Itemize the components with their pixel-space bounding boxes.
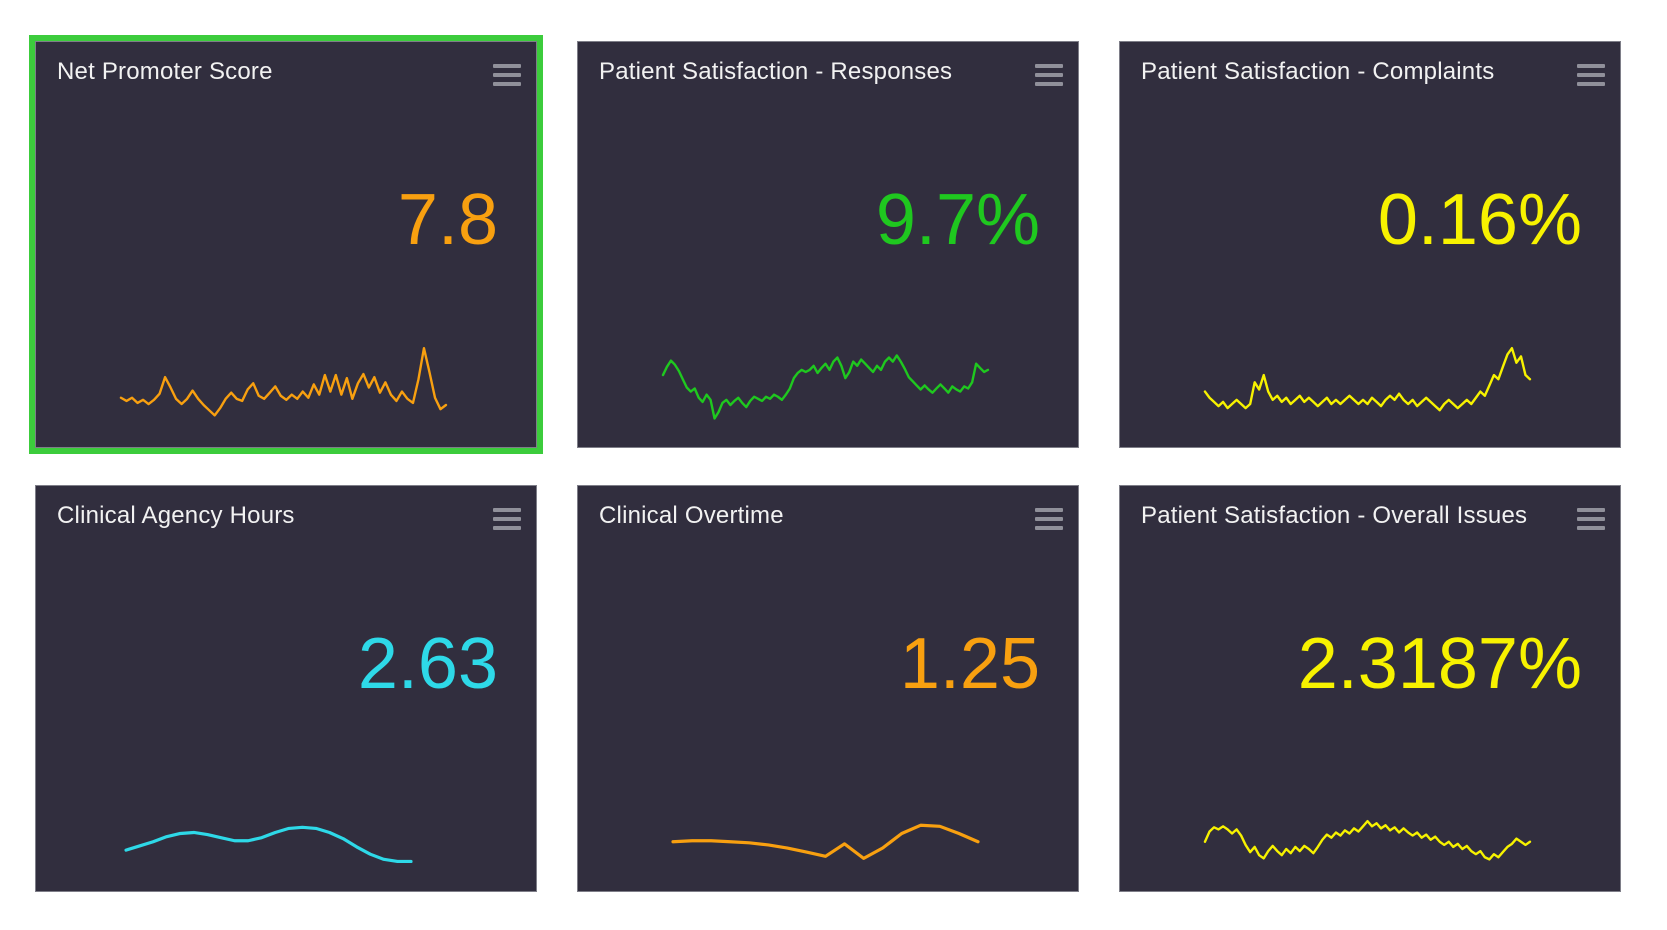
- hamburger-icon: [1034, 508, 1064, 530]
- tile-title: Patient Satisfaction - Complaints: [1141, 58, 1495, 85]
- kpi-value: 9.7%: [875, 180, 1040, 261]
- tile-menu-button[interactable]: [1032, 506, 1066, 534]
- kpi-tile-clinical-agency-hours[interactable]: Clinical Agency Hours 2.63: [35, 485, 537, 892]
- tile-menu-button[interactable]: [490, 506, 524, 534]
- tile-title: Patient Satisfaction - Responses: [599, 58, 953, 85]
- kpi-tile-patient-satisfaction-complaints[interactable]: Patient Satisfaction - Complaints 0.16%: [1119, 41, 1621, 448]
- hamburger-icon: [1576, 64, 1606, 86]
- kpi-tile-clinical-overtime[interactable]: Clinical Overtime 1.25: [577, 485, 1079, 892]
- kpi-value: 2.3187%: [1297, 624, 1582, 705]
- kpi-value: 1.25: [899, 624, 1040, 705]
- tile-menu-button[interactable]: [1032, 62, 1066, 90]
- kpi-value: 7.8: [397, 180, 498, 261]
- dashboard-tile-grid: Net Promoter Score 7.8 Patient Satisfact…: [35, 41, 1621, 892]
- tile-title: Patient Satisfaction - Overall Issues: [1141, 502, 1528, 529]
- tile-menu-button[interactable]: [1574, 506, 1608, 534]
- tile-menu-button[interactable]: [1574, 62, 1608, 90]
- kpi-value: 0.16%: [1377, 180, 1582, 261]
- tile-title: Net Promoter Score: [57, 58, 273, 85]
- hamburger-icon: [1576, 508, 1606, 530]
- hamburger-icon: [492, 508, 522, 530]
- tile-title: Clinical Overtime: [599, 502, 784, 529]
- hamburger-icon: [492, 64, 522, 86]
- kpi-tile-patient-satisfaction-responses[interactable]: Patient Satisfaction - Responses 9.7%: [577, 41, 1079, 448]
- kpi-value: 2.63: [357, 624, 498, 705]
- kpi-tile-net-promoter-score[interactable]: Net Promoter Score 7.8: [35, 41, 537, 448]
- kpi-tile-patient-satisfaction-overall-issues[interactable]: Patient Satisfaction - Overall Issues 2.…: [1119, 485, 1621, 892]
- tile-menu-button[interactable]: [490, 62, 524, 90]
- hamburger-icon: [1034, 64, 1064, 86]
- tile-title: Clinical Agency Hours: [57, 502, 295, 529]
